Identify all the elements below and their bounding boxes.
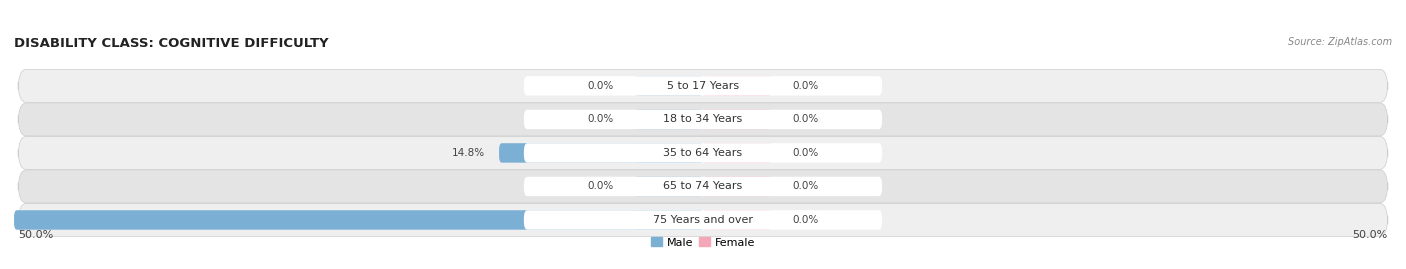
FancyBboxPatch shape <box>703 76 772 95</box>
FancyBboxPatch shape <box>524 177 882 196</box>
Legend: Male, Female: Male, Female <box>651 238 755 247</box>
FancyBboxPatch shape <box>524 110 882 129</box>
FancyBboxPatch shape <box>18 103 1388 136</box>
Text: 35 to 64 Years: 35 to 64 Years <box>664 148 742 158</box>
Text: 50.0%: 50.0% <box>18 230 53 240</box>
Text: 65 to 74 Years: 65 to 74 Years <box>664 182 742 192</box>
Text: 0.0%: 0.0% <box>793 114 818 125</box>
FancyBboxPatch shape <box>18 136 1388 169</box>
Text: 14.8%: 14.8% <box>453 148 485 158</box>
Text: Source: ZipAtlas.com: Source: ZipAtlas.com <box>1288 37 1392 47</box>
FancyBboxPatch shape <box>634 210 703 230</box>
FancyBboxPatch shape <box>524 210 882 230</box>
FancyBboxPatch shape <box>18 170 1388 203</box>
FancyBboxPatch shape <box>703 177 772 196</box>
FancyBboxPatch shape <box>14 210 703 230</box>
FancyBboxPatch shape <box>634 143 703 163</box>
Text: 0.0%: 0.0% <box>588 182 613 192</box>
Text: 0.0%: 0.0% <box>793 215 818 225</box>
Text: 0.0%: 0.0% <box>588 114 613 125</box>
Text: 0.0%: 0.0% <box>793 81 818 91</box>
Text: 0.0%: 0.0% <box>793 182 818 192</box>
FancyBboxPatch shape <box>634 110 703 129</box>
Text: 75 Years and over: 75 Years and over <box>652 215 754 225</box>
FancyBboxPatch shape <box>499 143 703 163</box>
FancyBboxPatch shape <box>18 69 1388 102</box>
Text: DISABILITY CLASS: COGNITIVE DIFFICULTY: DISABILITY CLASS: COGNITIVE DIFFICULTY <box>14 37 329 50</box>
FancyBboxPatch shape <box>634 177 703 196</box>
FancyBboxPatch shape <box>524 76 882 95</box>
FancyBboxPatch shape <box>18 203 1388 236</box>
Text: 0.0%: 0.0% <box>588 81 613 91</box>
FancyBboxPatch shape <box>703 143 772 163</box>
Text: 5 to 17 Years: 5 to 17 Years <box>666 81 740 91</box>
FancyBboxPatch shape <box>703 210 772 230</box>
FancyBboxPatch shape <box>634 76 703 95</box>
Text: 0.0%: 0.0% <box>793 148 818 158</box>
Text: 18 to 34 Years: 18 to 34 Years <box>664 114 742 125</box>
Text: 50.0%: 50.0% <box>1353 230 1388 240</box>
FancyBboxPatch shape <box>703 110 772 129</box>
FancyBboxPatch shape <box>524 143 882 163</box>
